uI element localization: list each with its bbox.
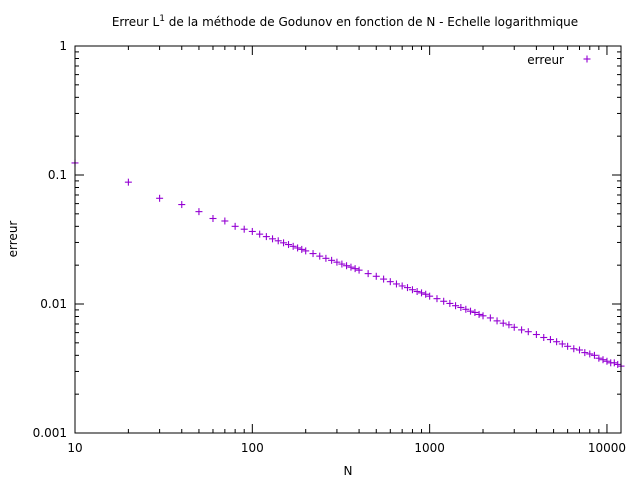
data-point: [298, 245, 306, 253]
data-point: [209, 215, 217, 223]
data-point: [603, 357, 611, 365]
data-point: [524, 328, 532, 336]
data-point: [467, 307, 475, 315]
data-point: [338, 260, 346, 268]
data-point: [475, 310, 483, 318]
data-point: [590, 351, 598, 359]
x-tick-label: 1000: [414, 441, 445, 455]
data-point: [392, 280, 400, 288]
data-point: [413, 287, 421, 295]
data-point: [486, 314, 494, 322]
data-point: [156, 194, 164, 202]
data-point: [581, 349, 589, 357]
chart-title: Erreur L1 de la méthode de Godunov en fo…: [112, 14, 578, 29]
data-point: [302, 247, 310, 255]
data-point: [570, 345, 578, 353]
data-point: [471, 308, 479, 316]
data-point: [355, 266, 363, 274]
data-point: [322, 254, 330, 262]
x-tick-label: 10000: [588, 441, 626, 455]
data-point: [440, 297, 448, 305]
data-point: [364, 270, 372, 278]
data-point: [221, 217, 229, 225]
data-point: [343, 262, 351, 270]
data-point: [558, 340, 566, 348]
data-point: [398, 282, 406, 290]
data-point: [347, 263, 355, 271]
data-point: [546, 336, 554, 344]
data-point: [309, 250, 317, 258]
data-point: [372, 272, 380, 280]
legend-marker: [583, 55, 591, 63]
data-point: [595, 354, 603, 362]
data-point: [124, 178, 132, 186]
legend-label: erreur: [527, 53, 564, 67]
data-point: [599, 356, 607, 364]
y-tick-label: 0.1: [48, 168, 67, 182]
data-point: [328, 256, 336, 264]
legend: erreur: [527, 53, 591, 67]
data-point: [269, 235, 277, 243]
data-points: [71, 159, 625, 370]
data-point: [575, 346, 583, 354]
data-point: [262, 233, 270, 241]
x-axis-label: N: [344, 464, 353, 478]
y-tick-label: 1: [59, 39, 67, 53]
data-point: [433, 295, 441, 303]
axis-ticks: 10 100 1000 10000 0.001 0.01 0.1 1: [33, 39, 626, 455]
data-point: [518, 326, 526, 334]
data-point: [195, 208, 203, 216]
data-point: [462, 305, 470, 313]
data-point: [240, 225, 248, 233]
data-point: [499, 319, 507, 327]
data-point: [493, 317, 501, 325]
data-point: [586, 350, 594, 358]
chart-title-main: Erreur L: [112, 15, 160, 29]
data-point: [614, 360, 622, 368]
chart-title-rest: de la méthode de Godunov en fonction de …: [165, 15, 578, 29]
data-point: [386, 278, 394, 286]
chart-title-superscript: 1: [159, 14, 165, 24]
data-point: [289, 242, 297, 250]
y-axis-label: erreur: [6, 221, 20, 258]
data-point: [446, 299, 454, 307]
data-point: [333, 258, 341, 266]
data-point: [256, 230, 264, 238]
data-point: [610, 359, 618, 367]
data-point: [380, 275, 388, 283]
y-tick-label: 0.01: [40, 297, 67, 311]
data-point: [457, 303, 465, 311]
data-point: [510, 323, 518, 331]
x-tick-label: 10: [67, 441, 82, 455]
data-point: [274, 237, 282, 245]
data-point: [418, 289, 426, 297]
data-point: [351, 265, 359, 273]
data-point: [285, 241, 293, 249]
y-tick-label: 0.001: [33, 426, 67, 440]
data-point: [231, 222, 239, 230]
data-point: [505, 321, 513, 329]
data-point: [564, 342, 572, 350]
data-point: [316, 252, 324, 260]
data-point: [426, 292, 434, 300]
data-point: [408, 286, 416, 294]
data-point: [540, 333, 548, 341]
data-point: [294, 244, 302, 252]
data-point: [532, 331, 540, 339]
plot-frame: [74, 45, 622, 434]
data-point: [403, 284, 411, 292]
data-point: [553, 338, 561, 346]
data-point: [280, 239, 288, 247]
data-point: [452, 302, 460, 310]
x-tick-label: 100: [241, 441, 264, 455]
data-point: [178, 201, 186, 209]
data-point: [479, 312, 487, 320]
data-point: [422, 290, 430, 298]
data-point: [248, 227, 256, 235]
